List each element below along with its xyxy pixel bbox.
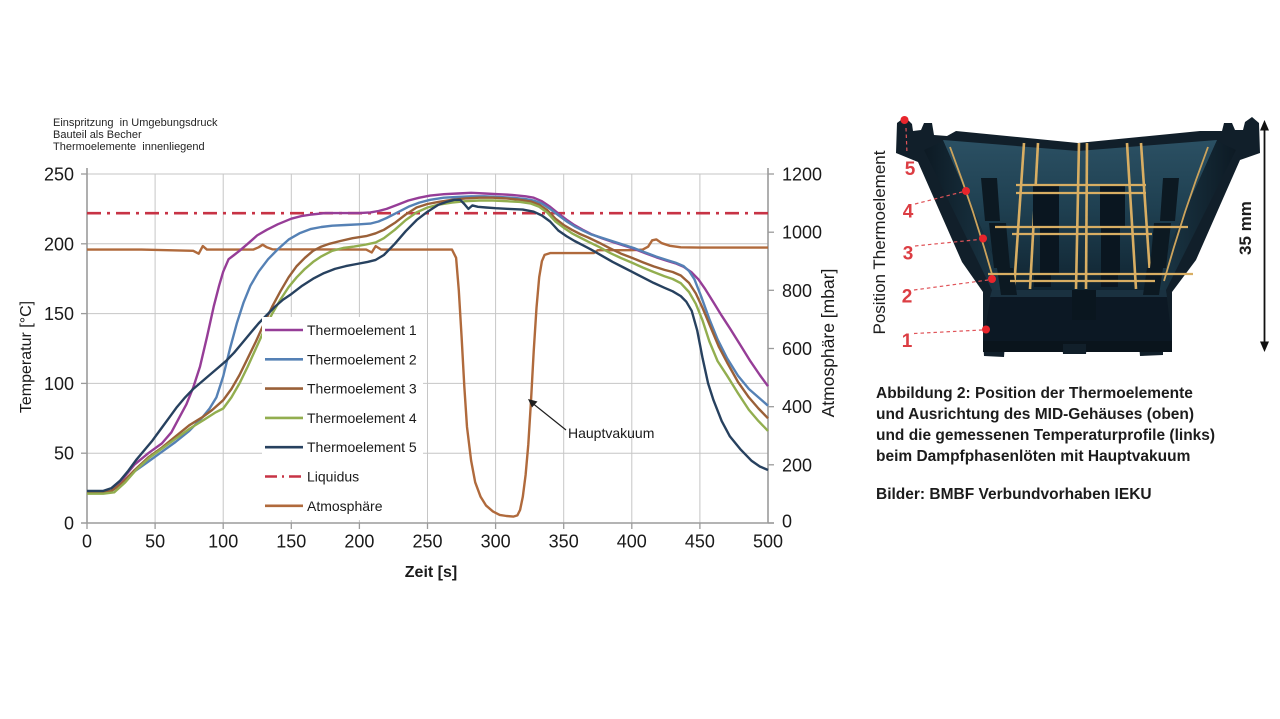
svg-text:5: 5 bbox=[905, 159, 916, 180]
svg-text:250: 250 bbox=[44, 165, 74, 185]
svg-text:Thermoelement 1: Thermoelement 1 bbox=[307, 322, 417, 338]
svg-text:Thermoelement 5: Thermoelement 5 bbox=[307, 439, 417, 455]
svg-text:Zeit [s]: Zeit [s] bbox=[405, 564, 457, 581]
svg-text:Liquidus: Liquidus bbox=[307, 469, 359, 485]
svg-text:35 mm: 35 mm bbox=[1236, 201, 1255, 255]
svg-text:Einspritzung in Umgebungsdruc: Einspritzung in Umgebungsdruck bbox=[53, 117, 218, 129]
svg-text:Thermoelemente innenliegend: Thermoelemente innenliegend bbox=[53, 141, 205, 153]
svg-text:200: 200 bbox=[782, 455, 812, 475]
svg-text:250: 250 bbox=[412, 532, 442, 552]
svg-text:400: 400 bbox=[782, 397, 812, 417]
svg-text:450: 450 bbox=[685, 532, 715, 552]
svg-text:Bauteil als Becher: Bauteil als Becher bbox=[53, 129, 142, 141]
svg-text:Thermoelement 3: Thermoelement 3 bbox=[307, 381, 417, 397]
svg-text:Temperatur [°C]: Temperatur [°C] bbox=[18, 301, 35, 413]
svg-text:800: 800 bbox=[782, 281, 812, 301]
svg-text:Position Thermoelement: Position Thermoelement bbox=[870, 150, 889, 334]
svg-text:Thermoelement 4: Thermoelement 4 bbox=[307, 410, 417, 426]
svg-text:50: 50 bbox=[145, 532, 165, 552]
svg-text:200: 200 bbox=[44, 234, 74, 254]
svg-text:200: 200 bbox=[344, 532, 374, 552]
svg-text:400: 400 bbox=[617, 532, 647, 552]
svg-text:3: 3 bbox=[903, 244, 914, 265]
svg-text:4: 4 bbox=[903, 202, 914, 223]
svg-text:2: 2 bbox=[902, 286, 913, 307]
svg-text:150: 150 bbox=[44, 304, 74, 324]
svg-text:500: 500 bbox=[753, 532, 783, 552]
svg-text:100: 100 bbox=[44, 374, 74, 394]
svg-text:Thermoelement 2: Thermoelement 2 bbox=[307, 351, 417, 367]
svg-text:Hauptvakuum: Hauptvakuum bbox=[568, 425, 654, 441]
svg-text:1: 1 bbox=[902, 331, 913, 352]
svg-text:0: 0 bbox=[64, 514, 74, 534]
svg-text:Atmosphäre [mbar]: Atmosphäre [mbar] bbox=[818, 269, 838, 418]
svg-text:600: 600 bbox=[782, 339, 812, 359]
svg-text:350: 350 bbox=[549, 532, 579, 552]
svg-text:150: 150 bbox=[276, 532, 306, 552]
svg-text:Atmosphäre: Atmosphäre bbox=[307, 498, 383, 514]
svg-text:0: 0 bbox=[82, 532, 92, 552]
svg-text:0: 0 bbox=[782, 512, 792, 532]
svg-text:300: 300 bbox=[481, 532, 511, 552]
svg-text:100: 100 bbox=[208, 532, 238, 552]
svg-text:1200: 1200 bbox=[782, 165, 822, 185]
svg-text:1000: 1000 bbox=[782, 223, 822, 243]
svg-text:50: 50 bbox=[54, 444, 74, 464]
